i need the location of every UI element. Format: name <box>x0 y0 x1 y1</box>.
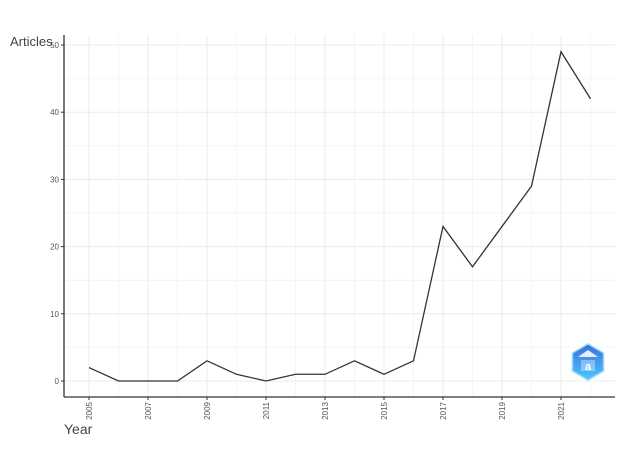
y-tick-label: 20 <box>50 243 59 252</box>
x-tick-label: 2019 <box>498 401 507 419</box>
x-tick-label: 2007 <box>144 401 153 419</box>
svg-text:a: a <box>585 361 592 373</box>
x-tick-label: 2009 <box>203 401 212 419</box>
x-tick-label: 2013 <box>321 401 330 419</box>
x-tick-label: 2017 <box>439 401 448 419</box>
y-axis-label: Articles <box>10 34 53 49</box>
series-line <box>89 52 591 381</box>
y-tick-label: 0 <box>55 377 60 386</box>
hexagon-logo: a <box>573 344 604 380</box>
y-tick-label: 40 <box>50 108 59 117</box>
x-axis-label: Year <box>64 421 93 437</box>
grid <box>64 35 615 397</box>
y-tick-label: 30 <box>50 175 59 184</box>
axes <box>64 35 615 397</box>
x-tick-label: 2015 <box>380 401 389 419</box>
y-tick-label: 10 <box>50 310 59 319</box>
x-tick-label: 2005 <box>85 401 94 419</box>
x-tick-label: 2011 <box>262 401 271 419</box>
x-tick-label: 2021 <box>557 401 566 419</box>
